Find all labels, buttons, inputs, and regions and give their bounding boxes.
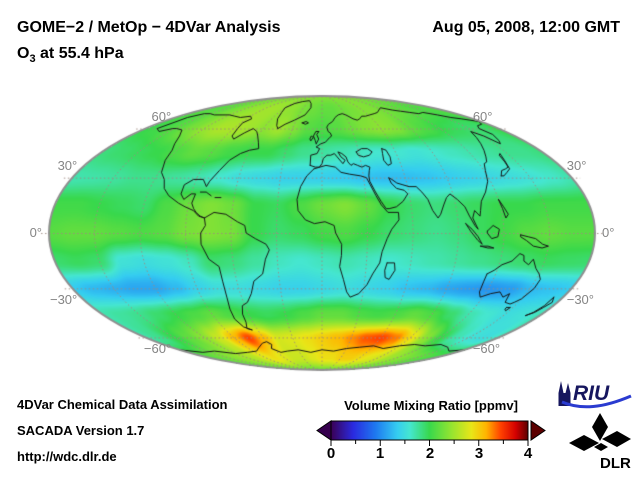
riu-logo-text: RIU bbox=[573, 382, 610, 405]
lat-label-left-0: 0° bbox=[29, 224, 42, 240]
footer-line-version: SACADA Version 1.7 bbox=[17, 423, 145, 438]
colorbar-gradient bbox=[330, 420, 529, 441]
riu-logo: RIU bbox=[558, 381, 632, 409]
colorbar-tick-label-2: 2 bbox=[425, 445, 435, 462]
lat-label-right-minus30: −30° bbox=[566, 292, 594, 308]
colorbar-right-arrow bbox=[530, 420, 546, 441]
colorbar-tick-label-0: 0 bbox=[326, 445, 336, 462]
lat-label-right-minus60: −60° bbox=[472, 341, 501, 357]
lat-label-left-30: 30° bbox=[57, 157, 78, 173]
riu-wave-icon bbox=[561, 394, 632, 409]
colorbar-tick-label-4: 4 bbox=[523, 445, 533, 462]
timestamp: Aug 05, 2008, 12:00 GMT bbox=[432, 19, 620, 36]
lat-label-left-minus30: −30° bbox=[49, 292, 78, 308]
footer-line-url: http://wdc.dlr.de bbox=[17, 449, 117, 464]
lat-label-right-30: 30° bbox=[566, 157, 587, 173]
colorbar-tick-label-1: 1 bbox=[375, 445, 385, 462]
pressure-level: at 55.4 hPa bbox=[35, 45, 124, 62]
species-symbol: O bbox=[17, 45, 30, 62]
species-subscript: 3 bbox=[29, 53, 36, 66]
lat-label-left-60: 60° bbox=[151, 108, 172, 124]
lat-label-left-minus60: −60° bbox=[143, 341, 172, 357]
colorbar-left-arrow bbox=[316, 420, 332, 441]
footer-line-assimilation: 4DVar Chemical Data Assimilation bbox=[17, 397, 228, 412]
lat-label-right-0: 0° bbox=[602, 224, 615, 240]
plot-title: GOME−2 / MetOp − 4DVar Analysis bbox=[17, 19, 281, 36]
colorbar-tick-label-3: 3 bbox=[474, 445, 484, 462]
colorbar-title: Volume Mixing Ratio [ppmv] bbox=[344, 398, 518, 413]
plot-subtitle: O3 at 55.4 hPa bbox=[17, 45, 124, 66]
dlr-logo-text: DLR bbox=[600, 455, 631, 472]
colorbar bbox=[316, 420, 546, 446]
lat-label-right-60: 60° bbox=[472, 108, 493, 124]
dlr-logo: DLR bbox=[569, 413, 631, 472]
colorbar-ticks bbox=[330, 440, 529, 446]
dlr-star-icon bbox=[569, 413, 631, 451]
